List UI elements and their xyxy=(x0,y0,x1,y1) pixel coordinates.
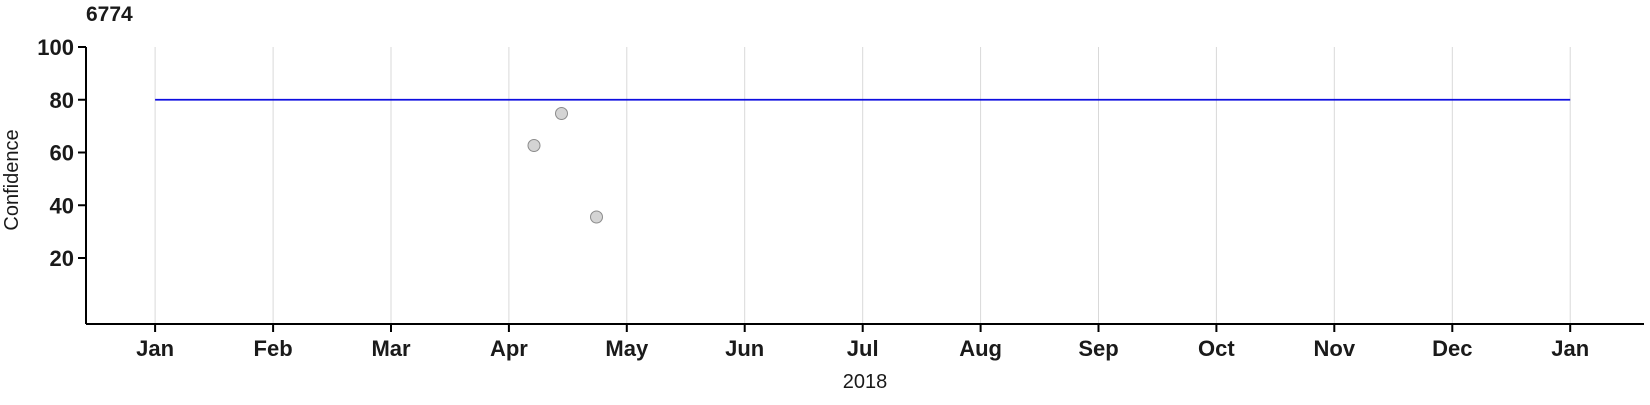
svg-text:6774: 6774 xyxy=(86,3,133,26)
svg-text:Jan: Jan xyxy=(1551,336,1589,361)
svg-text:Sep: Sep xyxy=(1078,336,1118,361)
svg-text:Oct: Oct xyxy=(1198,336,1235,361)
svg-text:Confidence: Confidence xyxy=(1,129,23,230)
svg-text:Jan: Jan xyxy=(136,336,174,361)
svg-text:20: 20 xyxy=(50,246,74,271)
svg-text:60: 60 xyxy=(50,141,74,166)
svg-text:May: May xyxy=(605,336,649,361)
svg-text:Jun: Jun xyxy=(725,336,764,361)
svg-text:Apr: Apr xyxy=(490,336,528,361)
svg-text:Aug: Aug xyxy=(959,336,1002,361)
svg-text:Mar: Mar xyxy=(371,336,411,361)
svg-text:Nov: Nov xyxy=(1314,336,1356,361)
svg-text:Dec: Dec xyxy=(1432,336,1472,361)
svg-text:Feb: Feb xyxy=(254,336,293,361)
svg-text:2018: 2018 xyxy=(843,371,888,393)
svg-text:80: 80 xyxy=(50,88,74,113)
svg-text:Jul: Jul xyxy=(847,336,879,361)
svg-text:40: 40 xyxy=(50,193,74,218)
svg-text:100: 100 xyxy=(37,35,74,60)
